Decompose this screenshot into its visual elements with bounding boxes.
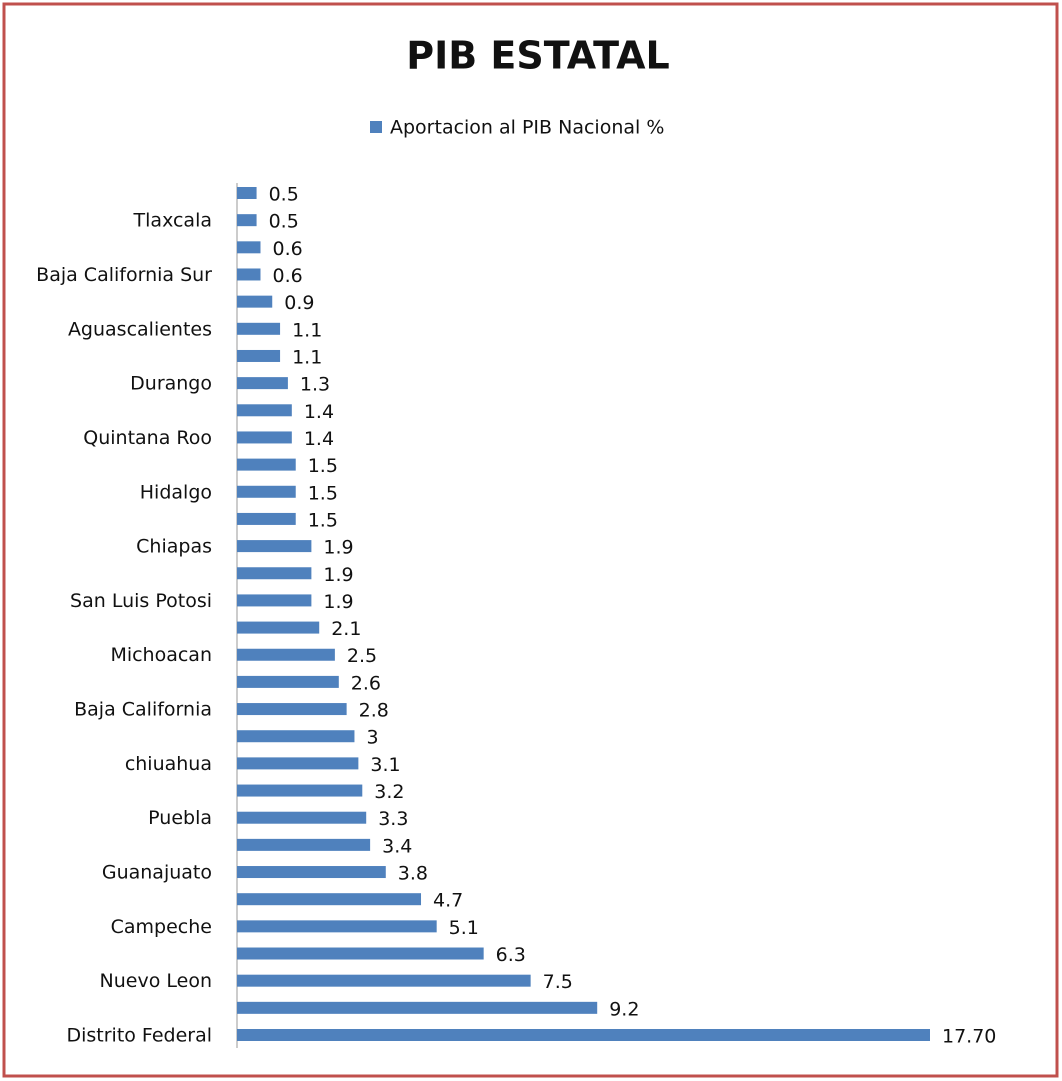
bar xyxy=(237,377,288,390)
y-tick-label: Michoacan xyxy=(110,644,212,666)
y-tick-label: Baja California Sur xyxy=(36,264,212,286)
bar xyxy=(237,947,484,960)
bar xyxy=(237,784,363,797)
data-label: 0.5 xyxy=(269,184,299,206)
data-label: 1.1 xyxy=(292,346,322,368)
y-tick-label: San Luis Potosi xyxy=(70,590,212,612)
data-label: 2.8 xyxy=(359,700,389,722)
bar xyxy=(237,268,261,281)
chart-title: PIB ESTATAL xyxy=(406,34,670,78)
bar xyxy=(237,404,292,417)
y-tick-label: Chiapas xyxy=(136,536,212,558)
y-tick-label: Campeche xyxy=(111,916,212,938)
data-label: 9.2 xyxy=(609,998,639,1020)
data-label: 6.3 xyxy=(496,944,526,966)
bar xyxy=(237,567,312,580)
data-label: 3.2 xyxy=(374,781,404,803)
data-label: 1.3 xyxy=(300,374,330,396)
bar xyxy=(237,866,386,879)
bar xyxy=(237,322,281,335)
legend-swatch xyxy=(370,121,382,133)
bar xyxy=(237,893,422,906)
data-label: 7.5 xyxy=(543,971,573,993)
bar xyxy=(237,431,292,444)
bar xyxy=(237,485,296,498)
bar xyxy=(237,621,320,634)
data-label: 5.1 xyxy=(449,917,479,939)
data-label: 1.1 xyxy=(292,319,322,341)
bar xyxy=(237,1029,930,1041)
data-label: 1.5 xyxy=(308,509,338,531)
y-tick-label: Quintana Roo xyxy=(83,427,212,449)
bar xyxy=(237,675,339,688)
y-tick-label: Durango xyxy=(130,373,212,395)
data-label: 0.6 xyxy=(272,238,302,260)
data-label: 1.9 xyxy=(323,591,353,613)
bar xyxy=(237,349,281,362)
data-label: 4.7 xyxy=(433,890,463,912)
data-label: 2.6 xyxy=(351,672,381,694)
bar xyxy=(237,757,359,770)
data-label: 1.5 xyxy=(308,455,338,477)
bar xyxy=(237,1001,598,1014)
data-label: 1.4 xyxy=(304,428,334,450)
data-label: 3.4 xyxy=(382,835,412,857)
data-label: 2.5 xyxy=(347,645,377,667)
bar xyxy=(237,920,437,933)
y-tick-label: Guanajuato xyxy=(102,862,212,884)
data-label: 1.4 xyxy=(304,401,334,423)
legend-label: Aportacion al PIB Nacional % xyxy=(390,117,664,139)
data-label: 3.8 xyxy=(398,863,428,885)
bar xyxy=(237,241,261,254)
y-tick-label: Hidalgo xyxy=(140,481,212,503)
data-label: 1.9 xyxy=(323,537,353,559)
bar xyxy=(237,811,367,824)
data-label: 0.6 xyxy=(272,265,302,287)
bar xyxy=(237,187,257,199)
bar xyxy=(237,458,296,471)
bar xyxy=(237,594,312,607)
bar xyxy=(237,648,335,661)
data-label: 2.1 xyxy=(331,618,361,640)
data-label: 1.5 xyxy=(308,482,338,504)
y-tick-label: chiuahua xyxy=(125,753,212,775)
bar xyxy=(237,512,296,525)
bar xyxy=(237,540,312,553)
bar xyxy=(237,295,273,308)
y-tick-label: Nuevo Leon xyxy=(100,970,212,992)
y-tick-label: Tlaxcala xyxy=(133,210,212,232)
bar xyxy=(237,838,371,851)
bar xyxy=(237,214,257,227)
y-tick-label: Puebla xyxy=(148,807,212,829)
data-label: 0.5 xyxy=(269,211,299,233)
data-label: 3.3 xyxy=(378,808,408,830)
bar xyxy=(237,703,347,716)
y-tick-label: Distrito Federal xyxy=(66,1025,212,1047)
data-label: 3 xyxy=(366,727,378,749)
bar xyxy=(237,974,531,987)
bar xyxy=(237,730,355,743)
y-tick-label: Baja California xyxy=(74,699,212,721)
data-label: 1.9 xyxy=(323,564,353,586)
data-label: 17.70 xyxy=(942,1026,996,1048)
y-tick-label: Aguascalientes xyxy=(68,318,212,340)
data-label: 0.9 xyxy=(284,292,314,314)
data-label: 3.1 xyxy=(370,754,400,776)
